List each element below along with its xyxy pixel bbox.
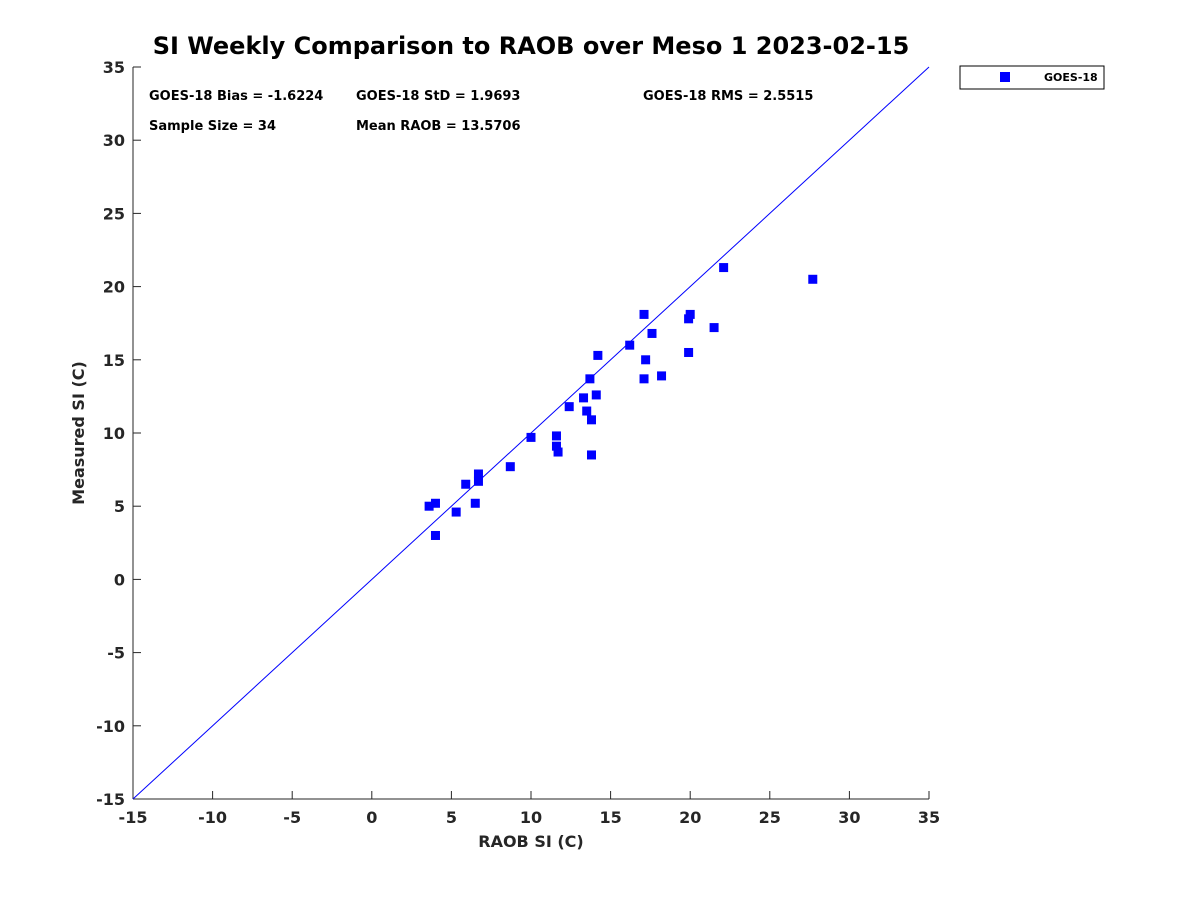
data-point [647,328,657,338]
data-point [430,498,440,508]
data-point [470,498,480,508]
data-point [551,441,561,451]
legend-box [959,65,1105,90]
chart-title: SI Weekly Comparison to RAOB over Meso 1… [153,32,910,60]
data-point [684,347,694,357]
x-axis-label: RAOB SI (C) [478,832,583,851]
data-point [808,274,818,284]
data-points [424,263,818,540]
data-point [657,371,667,381]
data-point [639,309,649,319]
data-point [473,469,483,479]
data-point [593,350,603,360]
data-point [685,309,695,319]
y-tick-label: 0 [114,570,125,589]
x-tick-label: 30 [838,808,860,827]
y-tick-label: 35 [103,58,125,77]
y-tick-label: 5 [114,497,125,516]
stat-bias: GOES-18 Bias = -1.6224 [149,89,323,104]
y-tick-label: 15 [103,351,125,370]
legend-label: GOES-18 [1044,71,1098,84]
data-point [526,432,536,442]
y-tick-label: -5 [107,644,125,663]
x-tick-label: 0 [366,808,377,827]
data-point [586,450,596,460]
data-point [639,374,649,384]
x-tick-label: -10 [198,808,227,827]
data-point [451,507,461,517]
x-tick-label: -5 [283,808,301,827]
data-point [473,476,483,486]
x-tick-label: 5 [446,808,457,827]
data-point [579,393,589,403]
data-point [424,501,434,511]
data-point [586,415,596,425]
stat-sample-size: Sample Size = 34 [149,119,276,134]
data-point [461,479,471,489]
x-tick-label: 10 [520,808,542,827]
x-tick-label: 15 [599,808,621,827]
x-tick-label: 35 [918,808,940,827]
data-point [591,390,601,400]
y-axis-label: Measured SI (C) [69,361,88,505]
axes: -15 -10 -5 0 5 10 15 20 25 30 35 -15 -10 -5 0 5 10 15 20 25… [96,58,940,827]
data-point [709,323,719,333]
legend-marker [1000,72,1010,82]
y-tick-label: 25 [103,204,125,223]
data-point [582,406,592,416]
data-point [719,263,729,273]
legend: GOES-18 [959,65,1105,90]
y-tick-label: 20 [103,278,125,297]
data-point [551,431,561,441]
y-tick-label: -15 [96,790,125,809]
y-tick-label: 10 [103,424,125,443]
x-tick-label: -15 [119,808,148,827]
data-point [585,374,595,384]
stat-std: GOES-18 StD = 1.9693 [356,89,520,104]
data-point [505,462,515,472]
stat-mean-raob: Mean RAOB = 13.5706 [356,119,521,134]
data-point [430,530,440,540]
data-point [564,402,574,412]
data-point [625,340,635,350]
data-point [553,447,563,457]
data-point [641,355,651,365]
x-tick-label: 20 [679,808,701,827]
stat-rms: GOES-18 RMS = 2.5515 [643,89,813,104]
x-tick-label: 25 [759,808,781,827]
y-tick-label: 30 [103,131,125,150]
y-tick-label: -10 [96,717,125,736]
